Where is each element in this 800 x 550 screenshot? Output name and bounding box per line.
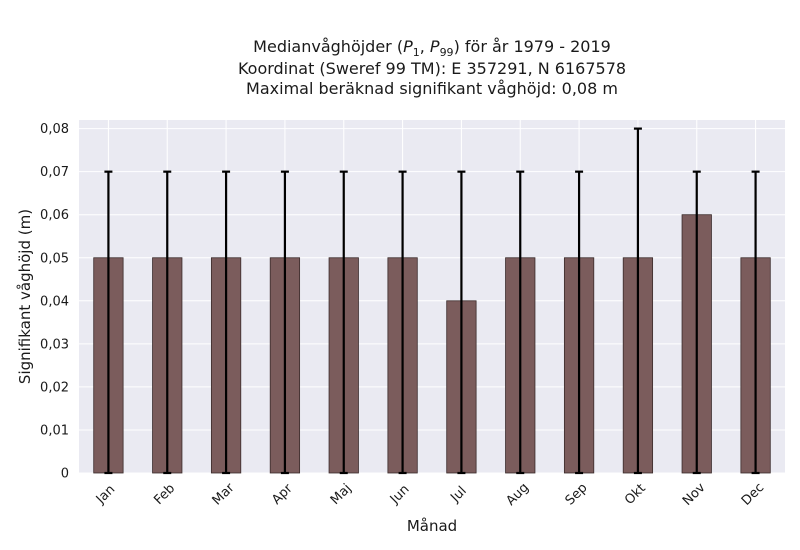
error-bars bbox=[104, 127, 760, 475]
y-tick-label-2: 0,02 bbox=[40, 380, 69, 395]
error-bar-jan bbox=[104, 170, 113, 475]
x-tick-label-aug: Aug bbox=[503, 480, 532, 509]
x-tick-label-jun: Jun bbox=[387, 482, 413, 508]
error-bar-sep bbox=[575, 170, 584, 475]
y-tick-label-4: 0,04 bbox=[40, 294, 69, 309]
x-tick-label-jul: Jul bbox=[447, 484, 469, 506]
x-tick-label-apr: Apr bbox=[269, 481, 296, 508]
x-tick-label-feb: Feb bbox=[151, 481, 178, 508]
error-bar-okt bbox=[633, 127, 642, 475]
y-tick-label-8: 0,08 bbox=[40, 122, 69, 137]
y-tick-label-5: 0,05 bbox=[40, 251, 69, 266]
x-tick-label-mar: Mar bbox=[210, 480, 238, 508]
x-tick-label-maj: Maj bbox=[328, 481, 355, 508]
y-axis-ticks: 0 0,01 0,02 0,03 0,04 0,05 0,06 0,07 0,08 bbox=[40, 122, 69, 481]
error-bar-apr bbox=[280, 170, 289, 475]
error-bar-jun bbox=[398, 170, 407, 475]
error-bar-mar bbox=[222, 170, 231, 475]
x-axis-label: Månad bbox=[407, 517, 457, 535]
y-tick-label-1: 0,01 bbox=[40, 423, 69, 438]
y-tick-label-7: 0,07 bbox=[40, 165, 69, 180]
x-tick-label-nov: Nov bbox=[680, 480, 709, 509]
chart-title: Medianvåghöjder (P1, P99) för år 1979 - … bbox=[238, 37, 626, 98]
x-axis-ticks: Jan Feb Mar Apr Maj Jun Jul Aug Sep Okt Nov Dec bbox=[93, 480, 767, 509]
error-bar-nov bbox=[692, 170, 701, 475]
plot-area bbox=[79, 120, 785, 473]
title-line-1: Medianvåghöjder (P1, P99) för år 1979 - … bbox=[253, 37, 611, 59]
error-bar-dec bbox=[751, 170, 760, 475]
x-tick-label-sep: Sep bbox=[563, 481, 591, 509]
error-bar-jul bbox=[457, 170, 466, 475]
error-bar-aug bbox=[516, 170, 525, 475]
x-tick-label-dec: Dec bbox=[739, 480, 767, 508]
y-axis-label: Signifikant våghöjd (m) bbox=[16, 209, 34, 384]
y-tick-label-6: 0,06 bbox=[40, 208, 69, 223]
x-tick-label-okt: Okt bbox=[622, 481, 649, 508]
x-tick-label-jan: Jan bbox=[93, 482, 118, 507]
y-tick-label-3: 0,03 bbox=[40, 337, 69, 352]
title-line-3: Maximal beräknad signifikant våghöjd: 0,… bbox=[246, 79, 618, 98]
y-tick-label-0: 0 bbox=[61, 467, 69, 482]
title-line-2: Koordinat (Sweref 99 TM): E 357291, N 61… bbox=[238, 59, 626, 78]
error-bar-maj bbox=[339, 170, 348, 475]
error-bar-feb bbox=[163, 170, 172, 475]
